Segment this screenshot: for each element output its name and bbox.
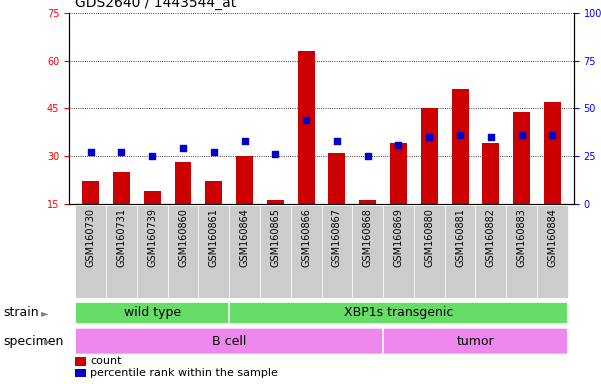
Point: [517, 132, 526, 138]
Bar: [352, 205, 383, 298]
Text: GSM160861: GSM160861: [209, 208, 219, 267]
Text: GSM160731: GSM160731: [117, 208, 126, 267]
Text: GSM160868: GSM160868: [363, 208, 373, 267]
Point: [117, 149, 126, 155]
Text: GSM160882: GSM160882: [486, 208, 496, 267]
Point: [178, 145, 188, 151]
Text: GSM160865: GSM160865: [270, 208, 280, 267]
Bar: [329, 153, 346, 204]
Bar: [137, 205, 168, 298]
Bar: [291, 205, 322, 298]
FancyBboxPatch shape: [75, 302, 229, 324]
Bar: [475, 205, 506, 298]
FancyBboxPatch shape: [229, 302, 568, 324]
Point: [455, 132, 465, 138]
Bar: [106, 205, 137, 298]
Text: ►: ►: [44, 336, 51, 346]
Bar: [168, 205, 198, 298]
Text: GSM160869: GSM160869: [394, 208, 403, 267]
FancyBboxPatch shape: [75, 328, 383, 354]
Text: GSM160867: GSM160867: [332, 208, 342, 267]
Text: GSM160739: GSM160739: [147, 208, 157, 267]
Point: [301, 117, 311, 123]
Bar: [113, 172, 130, 204]
Bar: [236, 156, 253, 204]
Bar: [75, 205, 106, 298]
Point: [209, 149, 219, 155]
Text: GSM160883: GSM160883: [517, 208, 526, 267]
Point: [86, 149, 96, 155]
Point: [424, 134, 434, 140]
Bar: [297, 51, 314, 204]
Text: GSM160864: GSM160864: [240, 208, 249, 267]
Bar: [506, 205, 537, 298]
Bar: [390, 143, 407, 204]
Point: [548, 132, 557, 138]
Bar: [144, 191, 160, 204]
Text: count: count: [90, 356, 121, 366]
Bar: [414, 205, 445, 298]
Text: percentile rank within the sample: percentile rank within the sample: [90, 368, 278, 378]
FancyBboxPatch shape: [383, 328, 568, 354]
Point: [394, 142, 403, 148]
Bar: [174, 162, 192, 204]
Text: GDS2640 / 1443544_at: GDS2640 / 1443544_at: [75, 0, 236, 10]
Text: GSM160860: GSM160860: [178, 208, 188, 267]
Text: GSM160730: GSM160730: [86, 208, 96, 267]
Bar: [383, 205, 414, 298]
Bar: [537, 205, 568, 298]
Point: [486, 134, 496, 140]
Text: XBP1s transgenic: XBP1s transgenic: [344, 306, 453, 319]
Text: GSM160880: GSM160880: [424, 208, 435, 267]
Bar: [544, 102, 561, 204]
Point: [363, 153, 373, 159]
Point: [240, 138, 249, 144]
Bar: [198, 205, 229, 298]
Bar: [206, 181, 222, 204]
Bar: [483, 143, 499, 204]
Bar: [445, 205, 475, 298]
Bar: [82, 181, 99, 204]
Text: specimen: specimen: [3, 335, 63, 348]
Text: strain: strain: [3, 306, 38, 319]
Bar: [267, 200, 284, 204]
Text: B cell: B cell: [212, 335, 246, 348]
Point: [147, 153, 157, 159]
Bar: [322, 205, 352, 298]
Point: [270, 151, 280, 157]
Bar: [229, 205, 260, 298]
Text: GSM160881: GSM160881: [455, 208, 465, 267]
Bar: [513, 112, 530, 204]
Text: GSM160866: GSM160866: [301, 208, 311, 267]
Text: GSM160884: GSM160884: [548, 208, 557, 267]
Bar: [451, 89, 469, 204]
Point: [332, 138, 342, 144]
Bar: [359, 200, 376, 204]
Bar: [421, 109, 438, 204]
Text: wild type: wild type: [124, 306, 181, 319]
Bar: [260, 205, 291, 298]
Text: ►: ►: [41, 308, 48, 318]
Text: tumor: tumor: [457, 335, 494, 348]
